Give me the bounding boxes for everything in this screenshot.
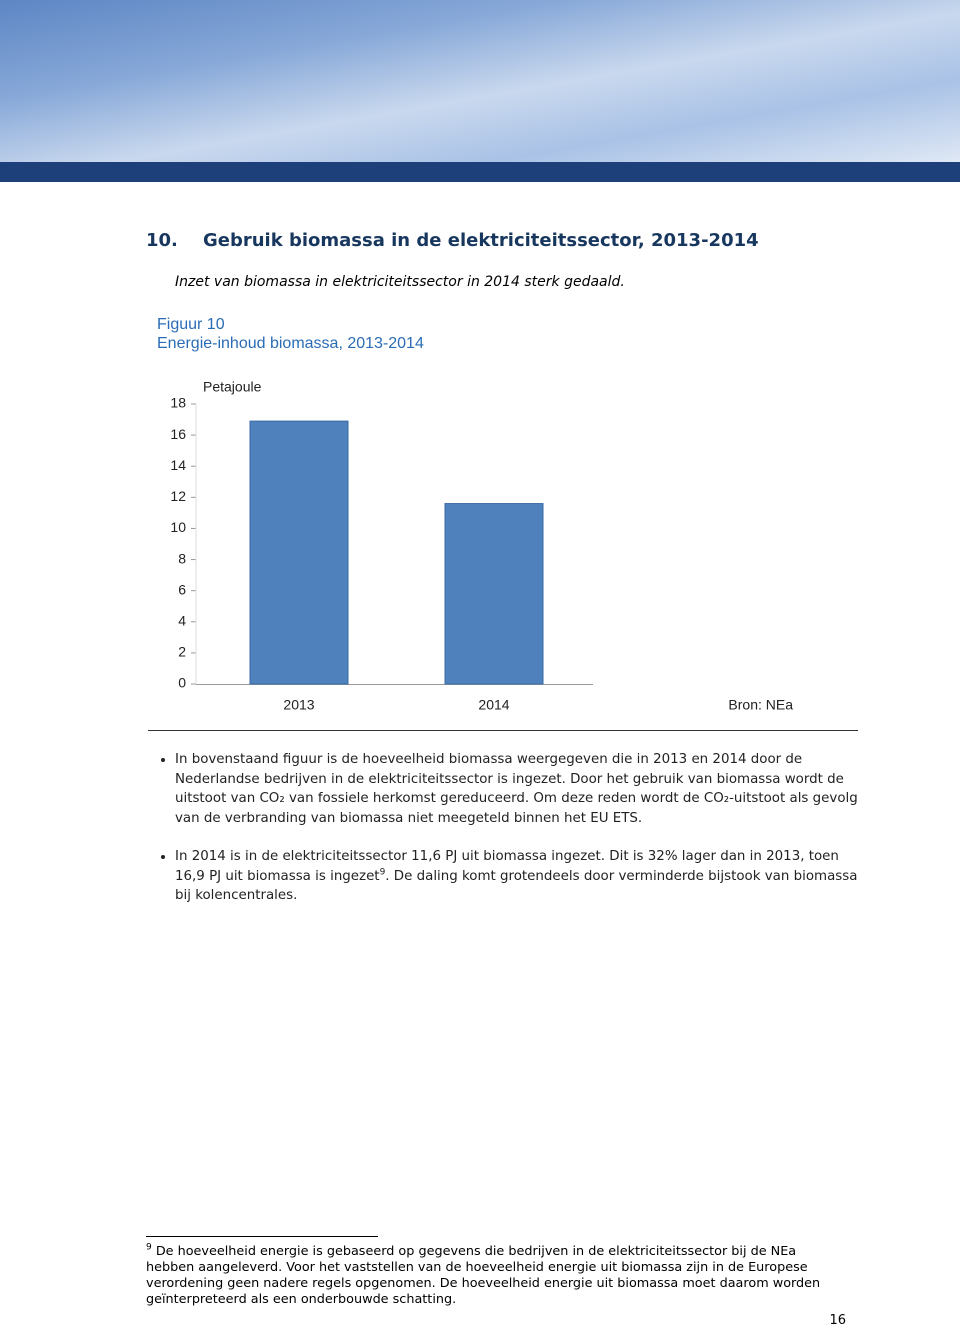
footnote-ref: 9	[379, 867, 386, 878]
y-tick-label: 6	[178, 581, 186, 597]
figure-label: Figuur 10	[157, 316, 225, 333]
bullet: In 2014 is in de elektriciteitssector 11…	[175, 847, 865, 906]
y-tick-label: 10	[170, 519, 186, 535]
text: . De daling komt grotendeels door vermin…	[175, 868, 858, 904]
footnote: 9 De hoeveelheid energie is gebaseerd op…	[146, 1242, 836, 1308]
chart-title: Energie-inhoud biomassa, 2013-2014	[157, 335, 424, 352]
unit-label: Petajoule	[203, 379, 262, 395]
footnote-text: De hoeveelheid energie is gebaseerd op g…	[146, 1244, 821, 1307]
text: In 2014 is in de elektriciteitssector 11…	[175, 849, 839, 884]
footnote-number: 9	[146, 1242, 152, 1253]
section-subtitle: Inzet van biomassa in elektriciteitssect…	[175, 274, 625, 290]
footnote-rule	[146, 1236, 378, 1237]
section-title: Gebruik biomassa in de elektriciteitssec…	[203, 230, 759, 251]
header-image	[0, 0, 960, 162]
y-tick-label: 0	[178, 675, 186, 691]
y-tick-label: 12	[170, 488, 186, 504]
source: Bron: NEa	[728, 697, 793, 713]
y-tick-label: 14	[170, 457, 186, 473]
bar	[444, 503, 544, 685]
bar	[249, 420, 349, 685]
y-tick-label: 18	[170, 395, 186, 411]
y-tick-label: 8	[178, 550, 186, 566]
y-tick-label: 16	[170, 426, 186, 442]
y-tick-label: 2	[178, 644, 186, 660]
bullet-list: In bovenstaand figuur is de hoeveelheid …	[148, 750, 865, 925]
y-tick-label: 4	[178, 612, 186, 628]
header-band	[0, 162, 960, 182]
x-tick-label: 2013	[283, 697, 314, 713]
x-tick-label: 2014	[478, 697, 509, 713]
section-number: 10.	[146, 230, 178, 251]
bullet: In bovenstaand figuur is de hoeveelheid …	[175, 750, 865, 828]
page-number: 16	[829, 1313, 846, 1328]
